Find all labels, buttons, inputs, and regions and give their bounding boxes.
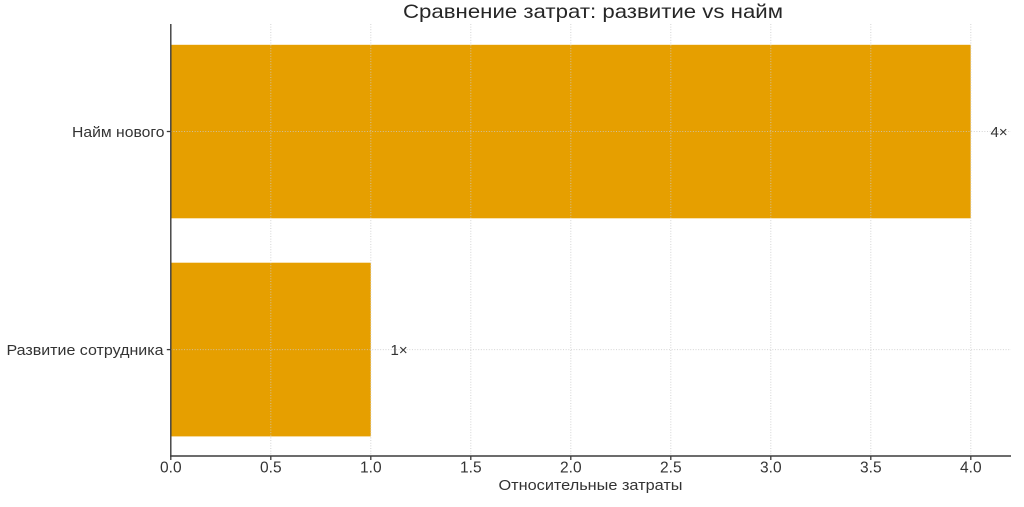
- svg-text:1×: 1×: [391, 342, 408, 359]
- svg-text:Относительные затраты: Относительные затраты: [499, 477, 683, 494]
- svg-text:3.0: 3.0: [760, 460, 782, 477]
- svg-text:4×: 4×: [991, 124, 1008, 141]
- svg-text:1.0: 1.0: [360, 460, 382, 477]
- svg-text:0.5: 0.5: [260, 460, 282, 477]
- svg-text:Найм нового: Найм нового: [72, 124, 165, 141]
- svg-text:3.5: 3.5: [860, 460, 882, 477]
- svg-text:Сравнение затрат: развитие vs: Сравнение затрат: развитие vs найм: [403, 1, 783, 23]
- svg-text:2.0: 2.0: [560, 460, 582, 477]
- svg-text:1.5: 1.5: [460, 460, 482, 477]
- svg-text:4.0: 4.0: [960, 460, 982, 477]
- svg-text:2.5: 2.5: [660, 460, 682, 477]
- svg-text:Развитие сотрудника: Развитие сотрудника: [7, 342, 165, 359]
- svg-text:0.0: 0.0: [160, 460, 182, 477]
